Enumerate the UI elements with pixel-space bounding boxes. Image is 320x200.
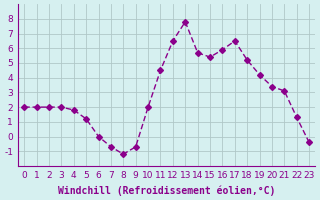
X-axis label: Windchill (Refroidissement éolien,°C): Windchill (Refroidissement éolien,°C): [58, 185, 275, 196]
